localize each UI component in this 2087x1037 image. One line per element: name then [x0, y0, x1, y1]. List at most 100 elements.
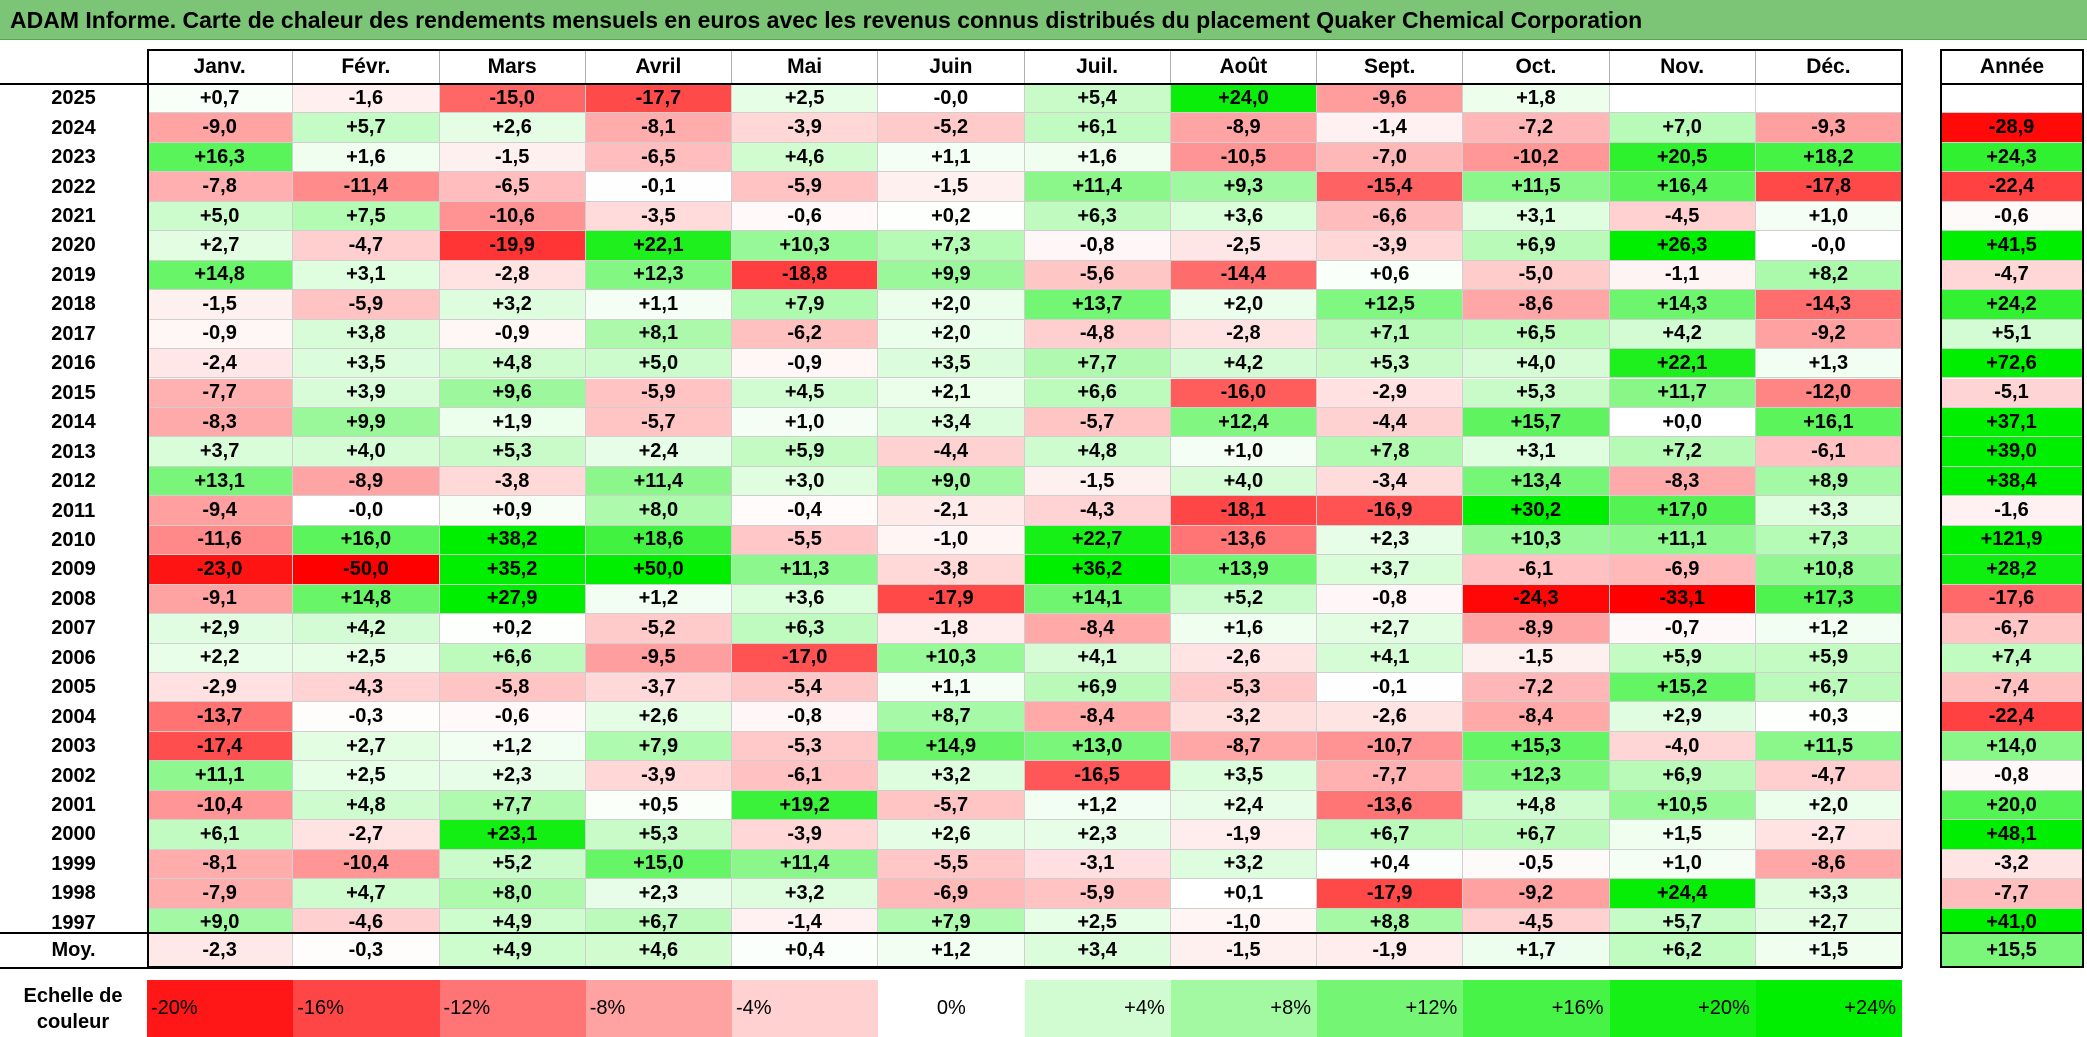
- heatmap-cell: +1,0: [732, 407, 879, 438]
- annual-cell: +24,2: [1940, 290, 2084, 320]
- heatmap-cell: +9,3: [1170, 172, 1317, 202]
- heatmap-cell: +4,0: [293, 437, 440, 467]
- heatmap-cell: +3,1: [293, 260, 440, 291]
- year-label: 2014: [51, 411, 96, 434]
- annual-cell: -5,1: [1940, 378, 2084, 408]
- color-scale-stop: -8%: [585, 980, 732, 1037]
- annual-cell: [1940, 84, 2084, 114]
- heatmap-cell: +11,4: [585, 466, 732, 497]
- heatmap-cell: -12,0: [1755, 378, 1902, 408]
- heatmap-cell: +3,9: [293, 378, 440, 408]
- heatmap-cell: -13,6: [1170, 525, 1317, 556]
- heatmap-cell: +3,6: [732, 584, 879, 615]
- heatmap-cell: +1,2: [585, 584, 732, 615]
- color-scale-stop: +12%: [1317, 980, 1464, 1037]
- heatmap-cell: -11,4: [293, 172, 440, 202]
- heatmap-cell: +3,3: [1755, 496, 1902, 526]
- heatmap-cell: +7,1: [1317, 319, 1464, 350]
- heatmap-cell: +18,6: [585, 525, 732, 556]
- heatmap-cell: +1,0: [1170, 437, 1317, 467]
- heatmap-cell: +2,7: [293, 731, 440, 762]
- annual-cell: +20,0: [1940, 790, 2084, 821]
- heatmap-cell: +5,0: [147, 201, 294, 232]
- color-scale-stop: -12%: [439, 980, 586, 1037]
- heatmap-cell: -17,8: [1755, 172, 1902, 202]
- heatmap-cell: +3,1: [1463, 201, 1610, 232]
- heatmap-cell: -4,8: [1024, 319, 1171, 350]
- heatmap-cell: +5,9: [1755, 643, 1902, 673]
- heatmap-cell: +2,7: [1317, 614, 1464, 644]
- heatmap-cell: +16,0: [293, 525, 440, 556]
- heatmap-cell: +11,1: [1609, 525, 1756, 556]
- heatmap-cell: +22,1: [585, 231, 732, 261]
- annual-cell: -22,4: [1940, 172, 2084, 202]
- heatmap-cell: -2,1: [878, 496, 1025, 526]
- avg-annual-cell: +15,5: [1940, 933, 2084, 968]
- heatmap-cell: -4,0: [1609, 731, 1756, 762]
- heatmap-cell: -7,7: [147, 378, 294, 408]
- year-label: 1998: [51, 882, 96, 905]
- heatmap-cell: +5,3: [439, 437, 586, 467]
- heatmap-cell: +4,8: [1463, 790, 1610, 821]
- annual-cell: -22,4: [1940, 702, 2084, 732]
- color-scale-stop: +8%: [1170, 980, 1317, 1037]
- heatmap-cell: +15,7: [1463, 407, 1610, 438]
- heatmap-cell: +13,0: [1024, 731, 1171, 762]
- heatmap-cell: +6,6: [439, 643, 586, 673]
- heatmap-cell: -33,1: [1609, 584, 1756, 615]
- heatmap-cell: +1,1: [878, 673, 1025, 703]
- heatmap-cell: +0,5: [585, 790, 732, 821]
- heatmap-cell: -2,6: [1170, 643, 1317, 673]
- year-label: 2017: [51, 322, 96, 345]
- heatmap-cell: -3,9: [585, 761, 732, 791]
- year-label: 2006: [51, 646, 96, 669]
- year-label: 2009: [51, 558, 96, 581]
- heatmap-cell: -10,6: [439, 201, 586, 232]
- heatmap-cell: +7,3: [878, 231, 1025, 261]
- heatmap-cell: +2,1: [878, 378, 1025, 408]
- heatmap-cell: -13,6: [1317, 790, 1464, 821]
- heatmap-cell: +6,5: [1463, 319, 1610, 350]
- annual-header: Année: [1979, 54, 2045, 78]
- heatmap-cell: +4,6: [732, 142, 879, 173]
- bottom-divider: [0, 967, 1902, 969]
- heatmap-cell: -5,6: [1024, 260, 1171, 291]
- heatmap-cell: +10,5: [1609, 790, 1756, 821]
- color-scale-stop: +16%: [1463, 980, 1610, 1037]
- heatmap-cell: -14,4: [1170, 260, 1317, 291]
- heatmap-cell: -6,5: [439, 172, 586, 202]
- heatmap-cell: +0,0: [1609, 407, 1756, 438]
- heatmap-cell: +16,1: [1755, 407, 1902, 438]
- heatmap-cell: +14,1: [1024, 584, 1171, 615]
- heatmap-cell: -5,0: [1463, 260, 1610, 291]
- heatmap-cell: -8,9: [1463, 614, 1610, 644]
- heatmap-cell: -0,8: [732, 702, 879, 732]
- year-label: 2021: [51, 205, 96, 228]
- heatmap-cell: +2,9: [1609, 702, 1756, 732]
- heatmap-cell: -24,3: [1463, 584, 1610, 615]
- avg-cell: -1,5: [1170, 933, 1317, 968]
- heatmap-cell: +13,1: [147, 466, 294, 497]
- heatmap-cell: +3,6: [1170, 201, 1317, 232]
- heatmap-cell: +0,4: [1317, 849, 1464, 880]
- color-scale-stop: -20%: [147, 980, 294, 1037]
- color-scale-stop: +4%: [1024, 980, 1171, 1037]
- heatmap-cell: +3,3: [1755, 879, 1902, 909]
- year-label: 2001: [51, 794, 96, 817]
- heatmap-cell: -2,6: [1317, 702, 1464, 732]
- heatmap-cell: -0,1: [1317, 673, 1464, 703]
- annual-cell: +28,2: [1940, 555, 2084, 585]
- year-label: 2007: [51, 617, 96, 640]
- heatmap-cell: -0,6: [439, 702, 586, 732]
- heatmap-cell: +18,2: [1755, 142, 1902, 173]
- heatmap-cell: +1,2: [439, 731, 586, 762]
- heatmap-cell: -0,6: [732, 201, 879, 232]
- annual-cell: -6,7: [1940, 614, 2084, 644]
- annual-cell: -17,6: [1940, 584, 2084, 615]
- annual-cell: -3,2: [1940, 849, 2084, 880]
- heatmap-cell: -5,5: [732, 525, 879, 556]
- year-label: 2023: [51, 146, 96, 169]
- heatmap-cell: +2,4: [1170, 790, 1317, 821]
- heatmap-cell: +4,5: [732, 378, 879, 408]
- annual-cell: +41,5: [1940, 231, 2084, 261]
